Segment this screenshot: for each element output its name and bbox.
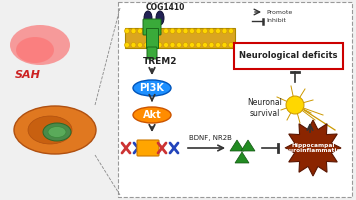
Circle shape [196, 43, 201, 47]
Circle shape [125, 43, 130, 47]
FancyBboxPatch shape [147, 47, 157, 59]
Circle shape [189, 28, 194, 33]
Polygon shape [235, 152, 249, 163]
Ellipse shape [156, 11, 164, 25]
FancyBboxPatch shape [146, 28, 158, 48]
Circle shape [222, 43, 227, 47]
Circle shape [137, 28, 142, 33]
Circle shape [170, 28, 175, 33]
Circle shape [163, 28, 168, 33]
Ellipse shape [43, 123, 71, 141]
Circle shape [131, 43, 136, 47]
Circle shape [189, 43, 194, 47]
Ellipse shape [48, 127, 66, 138]
Text: TREM2: TREM2 [143, 58, 177, 66]
Circle shape [177, 28, 182, 33]
Ellipse shape [10, 25, 70, 65]
Circle shape [209, 43, 214, 47]
FancyBboxPatch shape [125, 28, 235, 48]
Circle shape [286, 96, 304, 114]
FancyBboxPatch shape [143, 19, 161, 35]
Text: Neuronal
survival: Neuronal survival [247, 98, 282, 118]
Text: Inhibit: Inhibit [266, 19, 286, 23]
Circle shape [215, 43, 220, 47]
Polygon shape [230, 140, 244, 151]
Ellipse shape [28, 116, 72, 144]
Circle shape [203, 43, 208, 47]
FancyBboxPatch shape [118, 2, 352, 197]
Text: Neurological deficits: Neurological deficits [239, 51, 337, 60]
Ellipse shape [133, 80, 171, 96]
Circle shape [229, 43, 234, 47]
Circle shape [151, 28, 156, 33]
Text: Hippocampal
Neuroinflammation: Hippocampal Neuroinflammation [281, 143, 345, 153]
Circle shape [151, 43, 156, 47]
Circle shape [177, 43, 182, 47]
FancyBboxPatch shape [137, 140, 159, 156]
Circle shape [144, 43, 149, 47]
Text: BDNF, NR2B: BDNF, NR2B [189, 135, 231, 141]
Circle shape [209, 28, 214, 33]
Polygon shape [285, 120, 341, 176]
Circle shape [222, 28, 227, 33]
Circle shape [144, 28, 149, 33]
Ellipse shape [144, 11, 152, 25]
FancyBboxPatch shape [234, 43, 343, 69]
Text: Akt: Akt [143, 110, 161, 120]
Polygon shape [241, 140, 255, 151]
Circle shape [131, 28, 136, 33]
Ellipse shape [14, 106, 96, 154]
Circle shape [137, 43, 142, 47]
Circle shape [203, 28, 208, 33]
Circle shape [196, 28, 201, 33]
Circle shape [157, 28, 162, 33]
Ellipse shape [133, 107, 171, 123]
Circle shape [163, 43, 168, 47]
Circle shape [170, 43, 175, 47]
Ellipse shape [16, 37, 54, 63]
Circle shape [183, 28, 188, 33]
Circle shape [125, 28, 130, 33]
Text: SAH: SAH [15, 70, 41, 80]
Text: COG1410: COG1410 [145, 3, 185, 12]
Text: Promote: Promote [266, 9, 292, 15]
Text: PI3K: PI3K [140, 83, 164, 93]
Circle shape [157, 43, 162, 47]
Circle shape [215, 28, 220, 33]
Circle shape [229, 28, 234, 33]
Circle shape [183, 43, 188, 47]
